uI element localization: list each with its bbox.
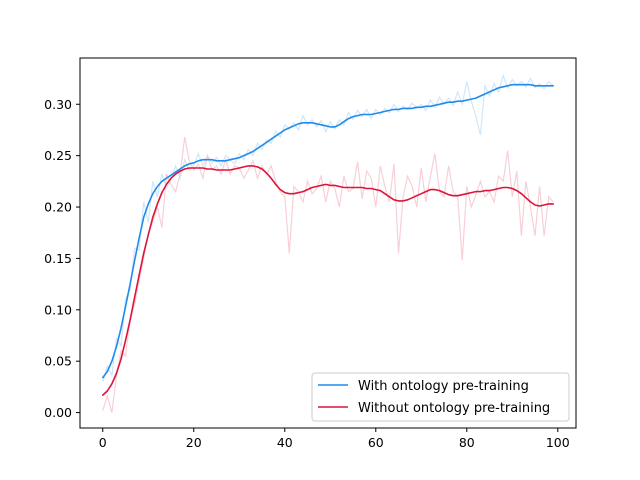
y-tick-label: 0.00 (44, 405, 72, 420)
raw-series-line-without (102, 136, 554, 413)
legend-label-with: With ontology pre-training (358, 379, 529, 394)
y-tick-label: 0.05 (44, 354, 72, 369)
x-tick-label: 40 (277, 435, 293, 450)
legend: With ontology pre-training Without ontol… (311, 372, 570, 422)
x-tick-label: 0 (99, 435, 107, 450)
smoothed-series-line-without (102, 165, 555, 396)
y-tick-label: 0.10 (44, 302, 72, 317)
plot-area (80, 58, 576, 428)
y-tick-label: 0.30 (44, 97, 72, 112)
smoothed-series-line-with (102, 83, 555, 379)
y-axis: 0.00 0.05 0.10 0.15 0.20 0.25 0.30 (44, 97, 80, 420)
y-tick-label: 0.15 (44, 251, 72, 266)
plot-frame (79, 57, 577, 429)
y-tick-label: 0.25 (44, 148, 72, 163)
x-tick-label: 80 (459, 435, 475, 450)
legend-label-without: Without ontology pre-training (358, 401, 550, 416)
x-tick-label: 60 (368, 435, 384, 450)
x-tick-label: 100 (546, 435, 570, 450)
x-axis: 0 20 40 60 80 100 (99, 428, 570, 450)
legend-box (311, 372, 570, 422)
x-tick-label: 20 (186, 435, 202, 450)
smoothed-series-group (102, 83, 555, 396)
y-tick-label: 0.20 (44, 200, 72, 215)
